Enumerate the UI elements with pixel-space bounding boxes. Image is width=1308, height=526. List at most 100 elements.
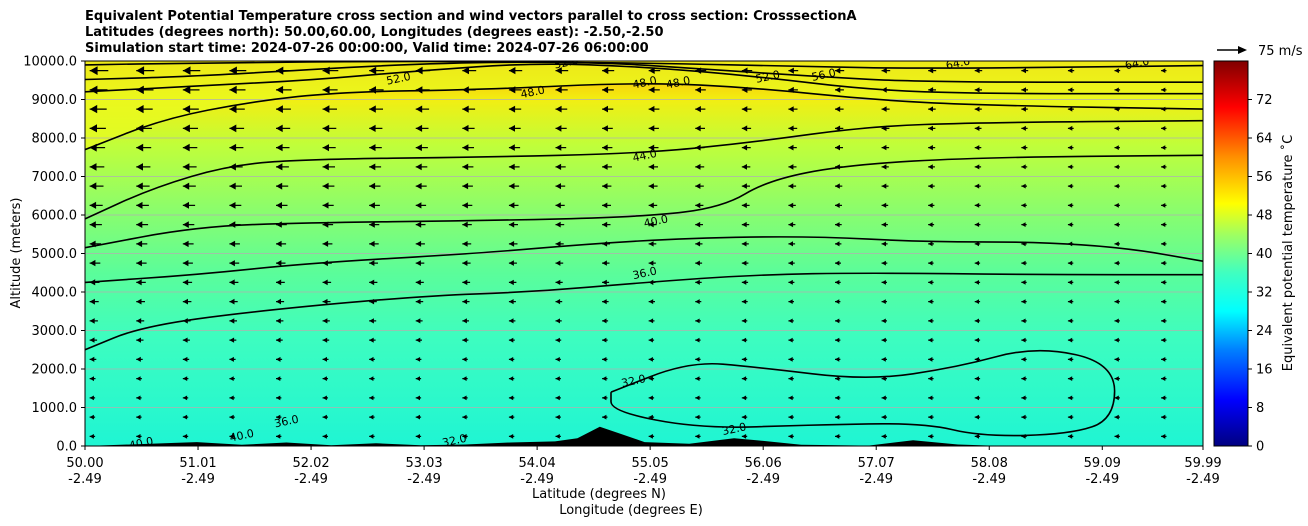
wind-arrowhead <box>695 106 701 113</box>
wind-arrowhead <box>741 164 747 170</box>
wind-arrowhead <box>788 222 794 228</box>
wind-arrowhead <box>741 414 747 420</box>
wind-arrowhead <box>276 260 282 267</box>
wind-arrowhead <box>369 434 374 439</box>
wind-arrowhead <box>182 260 189 267</box>
contour-label-group: 36.0 <box>273 413 300 431</box>
wind-arrowhead <box>182 395 188 401</box>
wind-arrowhead <box>369 356 374 362</box>
wind-arrowhead <box>1114 376 1119 381</box>
y-tick-label: 9000.0 <box>32 93 78 108</box>
wind-arrowhead <box>555 357 560 362</box>
wind-arrowhead <box>974 87 980 93</box>
wind-arrowhead <box>648 105 655 113</box>
wind-arrowhead <box>1161 241 1166 247</box>
wind-arrowhead <box>1114 183 1119 189</box>
wind-arrowhead <box>182 356 188 362</box>
colorbar-tick-label: 40 <box>1256 247 1273 262</box>
wind-arrowhead <box>1067 318 1073 324</box>
contour-label-group: 64.0 <box>945 61 972 72</box>
wind-arrowhead <box>1161 260 1166 266</box>
wind-arrowhead <box>835 279 840 285</box>
wind-arrowhead <box>602 337 607 343</box>
wind-arrowhead <box>788 183 794 189</box>
isoline-52 <box>85 63 1203 95</box>
x-tick-label-lon: -2.49 <box>972 472 1006 487</box>
wind-arrowhead <box>555 105 562 113</box>
y-grid <box>85 99 1203 408</box>
wind-arrowhead <box>1021 260 1026 266</box>
wind-arrowhead <box>648 279 654 285</box>
wind-arrowhead <box>881 125 887 132</box>
wind-arrowhead <box>415 260 421 266</box>
wind-arrowhead <box>229 318 235 324</box>
wind-arrowhead <box>602 183 608 190</box>
wind-arrowhead <box>415 144 422 152</box>
wind-arrowhead <box>695 260 700 266</box>
wind-arrowhead <box>602 105 608 113</box>
wind-arrowhead <box>1161 106 1166 112</box>
wind-arrowhead <box>136 337 141 343</box>
wind-arrowhead <box>415 298 421 305</box>
wind-arrowhead <box>276 318 281 324</box>
wind-arrowhead <box>928 183 933 189</box>
wind-arrowhead <box>1114 222 1119 227</box>
wind-arrowhead <box>741 260 747 266</box>
contour-label: 32.0 <box>620 372 647 390</box>
wind-arrowhead <box>136 318 142 324</box>
wind-arrowhead <box>136 356 141 362</box>
wind-arrowhead <box>835 202 840 208</box>
wind-arrowhead <box>788 86 794 93</box>
wind-arrowhead <box>1067 337 1073 343</box>
wind-arrowhead <box>462 202 468 209</box>
wind-arrowhead <box>788 395 793 401</box>
wind-arrowhead <box>835 260 840 266</box>
wind-arrowhead <box>695 376 700 381</box>
wind-arrowhead <box>928 376 933 381</box>
wind-arrowhead <box>229 337 235 343</box>
wind-arrowhead <box>462 124 469 132</box>
contour-label: 40.0 <box>228 427 255 445</box>
wind-arrowhead <box>322 414 327 420</box>
wind-arrowhead <box>415 182 422 190</box>
x-tick-label-lon: -2.49 <box>859 472 893 487</box>
wind-arrowhead <box>462 144 469 151</box>
wind-arrowhead <box>182 414 188 420</box>
wind-arrowhead <box>462 66 469 75</box>
wind-arrowhead <box>695 125 701 132</box>
wind-arrowhead <box>1021 87 1026 93</box>
wind-arrowhead <box>229 105 237 114</box>
wind-arrowhead <box>508 395 514 401</box>
wind-arrowhead <box>555 144 562 151</box>
wind-arrowhead <box>89 104 98 114</box>
wind-arrowhead <box>462 105 469 113</box>
wind-arrowhead <box>369 163 376 171</box>
wind-arrowhead <box>555 67 562 75</box>
wind-arrowhead <box>1021 280 1026 285</box>
wind-arrowhead <box>276 66 284 75</box>
wind-arrowhead <box>1161 395 1166 401</box>
chart-title-line-1: Equivalent Potential Temperature cross s… <box>85 9 857 24</box>
wind-arrowhead <box>648 376 653 381</box>
wind-arrowhead <box>835 125 841 132</box>
wind-arrowhead <box>462 279 468 286</box>
wind-arrowhead <box>695 337 700 343</box>
wind-arrowhead <box>974 241 979 247</box>
wind-arrowhead <box>276 85 284 94</box>
wind-arrowhead <box>462 221 468 228</box>
x-tick-label-lat: 53.03 <box>405 456 442 471</box>
wind-arrowhead <box>835 241 840 247</box>
wind-arrowhead <box>1067 222 1073 227</box>
wind-arrowhead <box>835 414 840 420</box>
wind-arrowhead <box>881 106 887 112</box>
wind-arrowhead <box>974 106 980 112</box>
wind-arrowhead <box>136 85 144 95</box>
wind-arrowhead <box>89 221 96 229</box>
wind-arrowhead <box>835 222 840 228</box>
wind-arrowhead <box>928 222 933 228</box>
wind-arrowhead <box>835 395 840 401</box>
wind-arrowhead <box>1021 414 1026 420</box>
wind-arrowhead <box>415 66 423 75</box>
x-tick-label-lat: 58.08 <box>971 456 1008 471</box>
wind-arrowhead <box>788 299 793 304</box>
